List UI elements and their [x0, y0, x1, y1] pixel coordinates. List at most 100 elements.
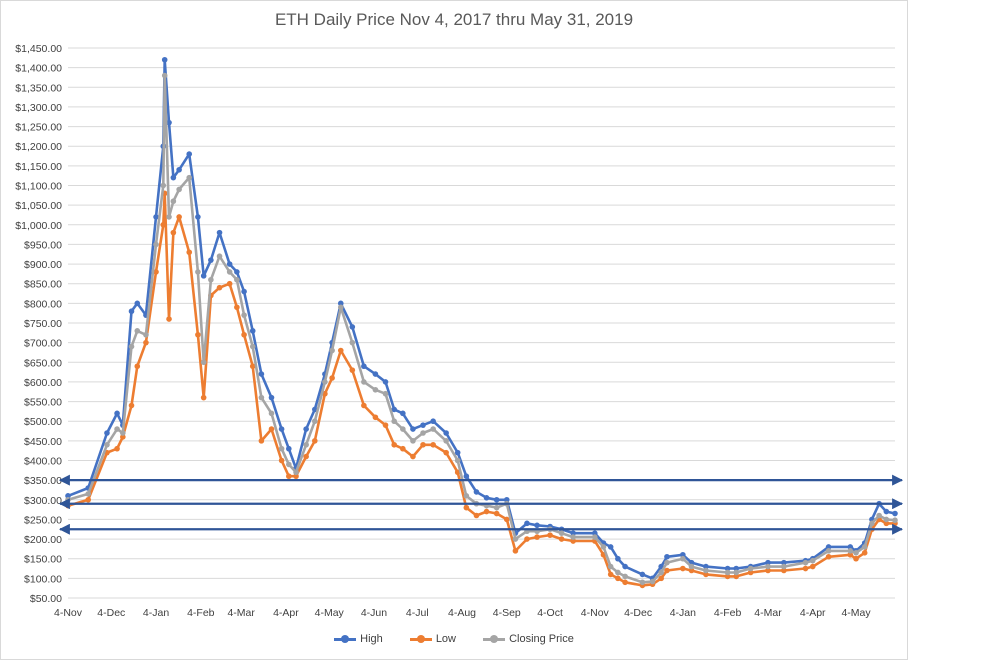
data-point	[349, 367, 356, 373]
y-tick-label: $300.00	[24, 495, 62, 507]
data-point	[454, 457, 461, 464]
data-point	[847, 548, 854, 554]
data-point	[420, 441, 426, 448]
data-point	[114, 410, 120, 417]
y-tick-label: $350.00	[24, 475, 62, 487]
data-point	[208, 257, 214, 263]
x-tick-label: 4-Nov	[581, 607, 610, 619]
data-point	[847, 551, 854, 558]
data-point	[615, 575, 621, 582]
data-point	[65, 493, 71, 499]
chart-title: ETH Daily Price Nov 4, 2017 thru May 31,…	[274, 10, 634, 29]
data-point	[337, 347, 344, 354]
data-point	[361, 379, 367, 385]
data-point	[802, 565, 809, 572]
data-point	[781, 559, 787, 566]
y-axis-ticks: $50.00 $100.00 $150.00 $200.00 $250.00 $300.0…	[15, 43, 62, 605]
series-closing-price	[65, 72, 898, 586]
data-point	[615, 555, 621, 562]
data-point	[547, 532, 553, 538]
data-point	[128, 402, 135, 409]
data-point	[391, 418, 397, 425]
data-point	[391, 406, 397, 413]
data-point	[195, 214, 201, 220]
data-point	[473, 489, 480, 495]
y-tick-label: $1,200.00	[15, 141, 62, 153]
data-point	[372, 371, 379, 377]
data-point	[226, 269, 233, 275]
y-tick-label: $1,400.00	[15, 63, 62, 75]
data-point	[329, 347, 335, 354]
data-point	[161, 72, 168, 79]
data-point	[483, 508, 490, 515]
data-point	[558, 536, 565, 542]
data-point	[703, 563, 709, 570]
data-point	[226, 280, 233, 287]
data-point	[733, 565, 740, 572]
data-point	[160, 182, 167, 189]
data-point	[134, 328, 141, 334]
data-point	[400, 426, 406, 432]
y-tick-label: $250.00	[24, 514, 62, 526]
data-point	[503, 516, 510, 523]
data-point	[680, 555, 686, 562]
data-point	[493, 510, 500, 517]
x-tick-label: 4-Mar	[754, 607, 782, 619]
data-point	[303, 453, 309, 460]
data-point	[570, 538, 576, 544]
data-point	[166, 119, 172, 126]
data-point	[249, 328, 256, 334]
data-point	[241, 288, 247, 295]
data-point	[512, 536, 519, 542]
chart-frame	[0, 0, 908, 660]
data-point	[410, 453, 416, 460]
data-point	[128, 343, 135, 350]
y-tick-label: $500.00	[24, 416, 62, 428]
data-point	[688, 567, 695, 574]
y-tick-label: $700.00	[24, 338, 62, 350]
data-point	[195, 331, 201, 338]
x-tick-label: 4-Jan	[143, 607, 169, 619]
x-tick-label: 4-Feb	[714, 607, 742, 619]
data-point	[114, 445, 120, 452]
data-point	[249, 343, 256, 350]
data-point	[337, 300, 344, 307]
data-point	[883, 516, 890, 523]
data-point	[473, 512, 480, 519]
data-point	[600, 544, 607, 550]
data-point	[664, 567, 670, 574]
data-point	[216, 284, 223, 291]
data-point	[847, 544, 854, 550]
data-point	[166, 214, 172, 220]
y-tick-label: $50.00	[30, 593, 62, 605]
data-point	[170, 174, 177, 181]
data-point	[639, 571, 646, 578]
y-tick-label: $1,100.00	[15, 181, 62, 193]
legend-label-high: High	[360, 633, 383, 645]
data-point	[278, 445, 285, 452]
data-point	[85, 496, 92, 503]
x-tick-label: 4-Mar	[227, 607, 255, 619]
x-tick-label: 4-May	[315, 607, 345, 619]
data-point	[312, 418, 318, 425]
data-point	[892, 517, 898, 524]
data-point	[781, 567, 787, 574]
y-tick-label: $800.00	[24, 298, 62, 310]
data-point	[400, 445, 406, 452]
data-point	[337, 304, 344, 311]
data-point	[861, 544, 868, 550]
data-point	[733, 569, 740, 576]
y-tick-label: $900.00	[24, 259, 62, 271]
legend-marker-low	[409, 634, 432, 644]
data-point	[809, 557, 816, 564]
y-tick-label: $1,150.00	[15, 161, 62, 173]
data-point	[286, 473, 292, 480]
data-point	[286, 461, 292, 468]
legend-label-low: Low	[435, 633, 456, 645]
data-point	[329, 375, 335, 381]
y-tick-label: $1,000.00	[15, 220, 62, 232]
x-tick-label: 4-Dec	[624, 607, 652, 619]
data-point	[161, 56, 168, 63]
data-point	[765, 567, 771, 574]
